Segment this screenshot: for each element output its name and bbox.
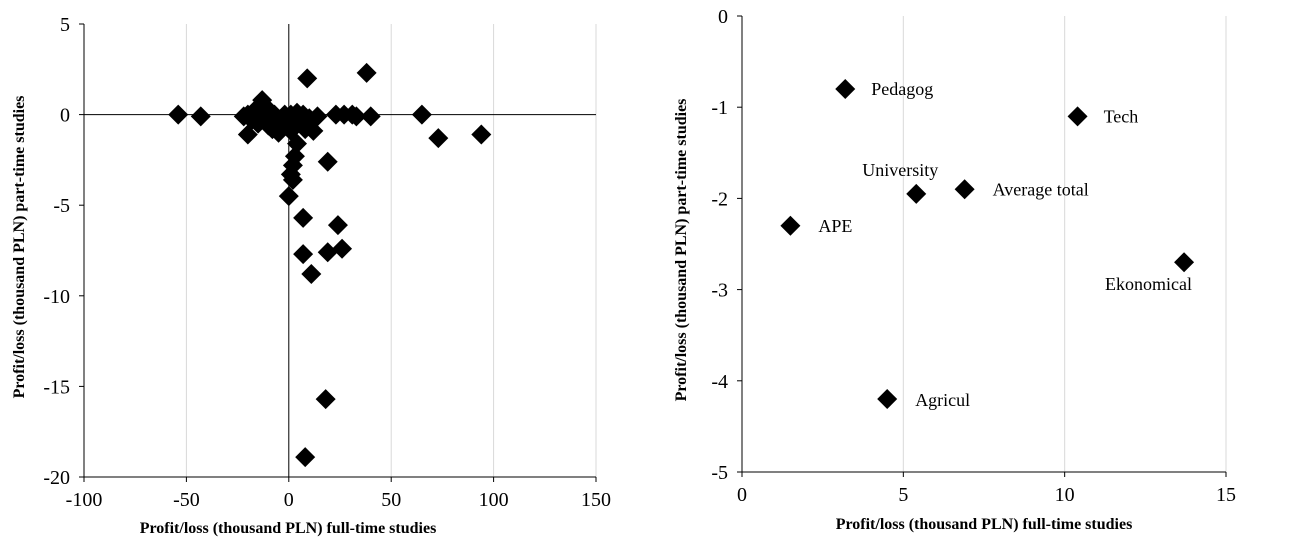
left-y-tick-label: 0 [60,105,70,127]
right-x-axis-title: Profit/loss (thousand PLN) full-time stu… [836,516,1133,533]
left-data-point [332,239,352,259]
right-y-tick-label: -5 [711,462,728,484]
right-data-point [877,389,897,409]
left-data-point [301,264,321,284]
left-y-tick-label: -15 [43,376,70,398]
right-x-tick-label: 5 [898,484,908,506]
right-data-point [1068,106,1088,126]
right-y-tick-label: 0 [718,6,728,28]
left-data-points [168,63,491,467]
left-data-point [295,447,315,467]
left-data-point [316,389,336,409]
right-scatter-chart: -5 -4 -3 -2 -1 0 0 5 10 15 Pedagog Tech University A… [673,6,1236,533]
left-x-axis-title: Profit/loss (thousand PLN) full-time stu… [140,520,437,537]
right-point-label: Average total [993,179,1089,199]
left-x-tick-label: 100 [479,489,509,511]
right-y-tick-label: -2 [711,188,728,210]
left-data-point [328,215,348,235]
right-data-point [955,179,975,199]
left-data-point [428,128,448,148]
left-y-tick-label: 5 [60,14,70,36]
left-x-tick-label: -50 [173,489,200,511]
right-point-label: Tech [1104,106,1139,126]
right-point-label: Pedagog [871,79,933,99]
left-x-tick-label: 50 [381,489,401,511]
left-data-point [318,242,338,262]
left-data-point [279,186,299,206]
right-point-label: APE [818,216,852,236]
right-x-tick-label: 0 [737,484,747,506]
right-data-point [1174,252,1194,272]
right-data-point [835,79,855,99]
left-data-point [293,208,313,228]
right-x-tick-label: 10 [1055,484,1075,506]
left-data-point [191,106,211,126]
left-data-point [293,244,313,264]
right-axes [737,16,1226,477]
left-y-tick-label: -20 [43,467,70,489]
left-x-tick-label: 150 [581,489,611,511]
left-data-point [471,125,491,145]
right-data-point [906,184,926,204]
left-data-point [297,68,317,88]
right-y-tick-label: -1 [711,97,728,119]
left-data-point [357,63,377,83]
left-data-point [412,105,432,125]
right-point-label: Ekonomical [1105,274,1192,294]
right-point-labels: Pedagog Tech University Average total APE Eko… [818,79,1192,410]
right-y-tick-label: -3 [711,280,728,302]
left-y-tick-label: -5 [53,195,70,217]
left-data-point [168,105,188,125]
right-data-point [780,216,800,236]
right-data-points [780,79,1194,409]
left-x-tick-label: 0 [284,489,294,511]
right-y-tick-label: -4 [711,371,728,393]
left-data-point [318,152,338,172]
left-tick-labels: -20-15-10-505-100 -50 0 50 100 150 [43,14,611,511]
left-y-axis-title: Profit/loss (thousand PLN) part-time stu… [11,96,28,399]
right-point-label: Agricul [915,390,970,410]
right-point-label: University [862,160,938,180]
right-x-tick-label: 15 [1216,484,1236,506]
left-data-point [361,106,381,126]
right-y-axis-title: Profit/loss (thousand PLN) part-time stu… [673,99,690,402]
left-y-tick-label: -10 [43,286,70,308]
left-scatter-chart: -20-15-10-505-100 -50 0 50 100 150 Profit/los… [11,14,611,537]
left-x-tick-label: -100 [66,489,103,511]
left-gridlines [186,24,596,477]
right-tick-labels: -5 -4 -3 -2 -1 0 0 5 10 15 [711,6,1236,506]
